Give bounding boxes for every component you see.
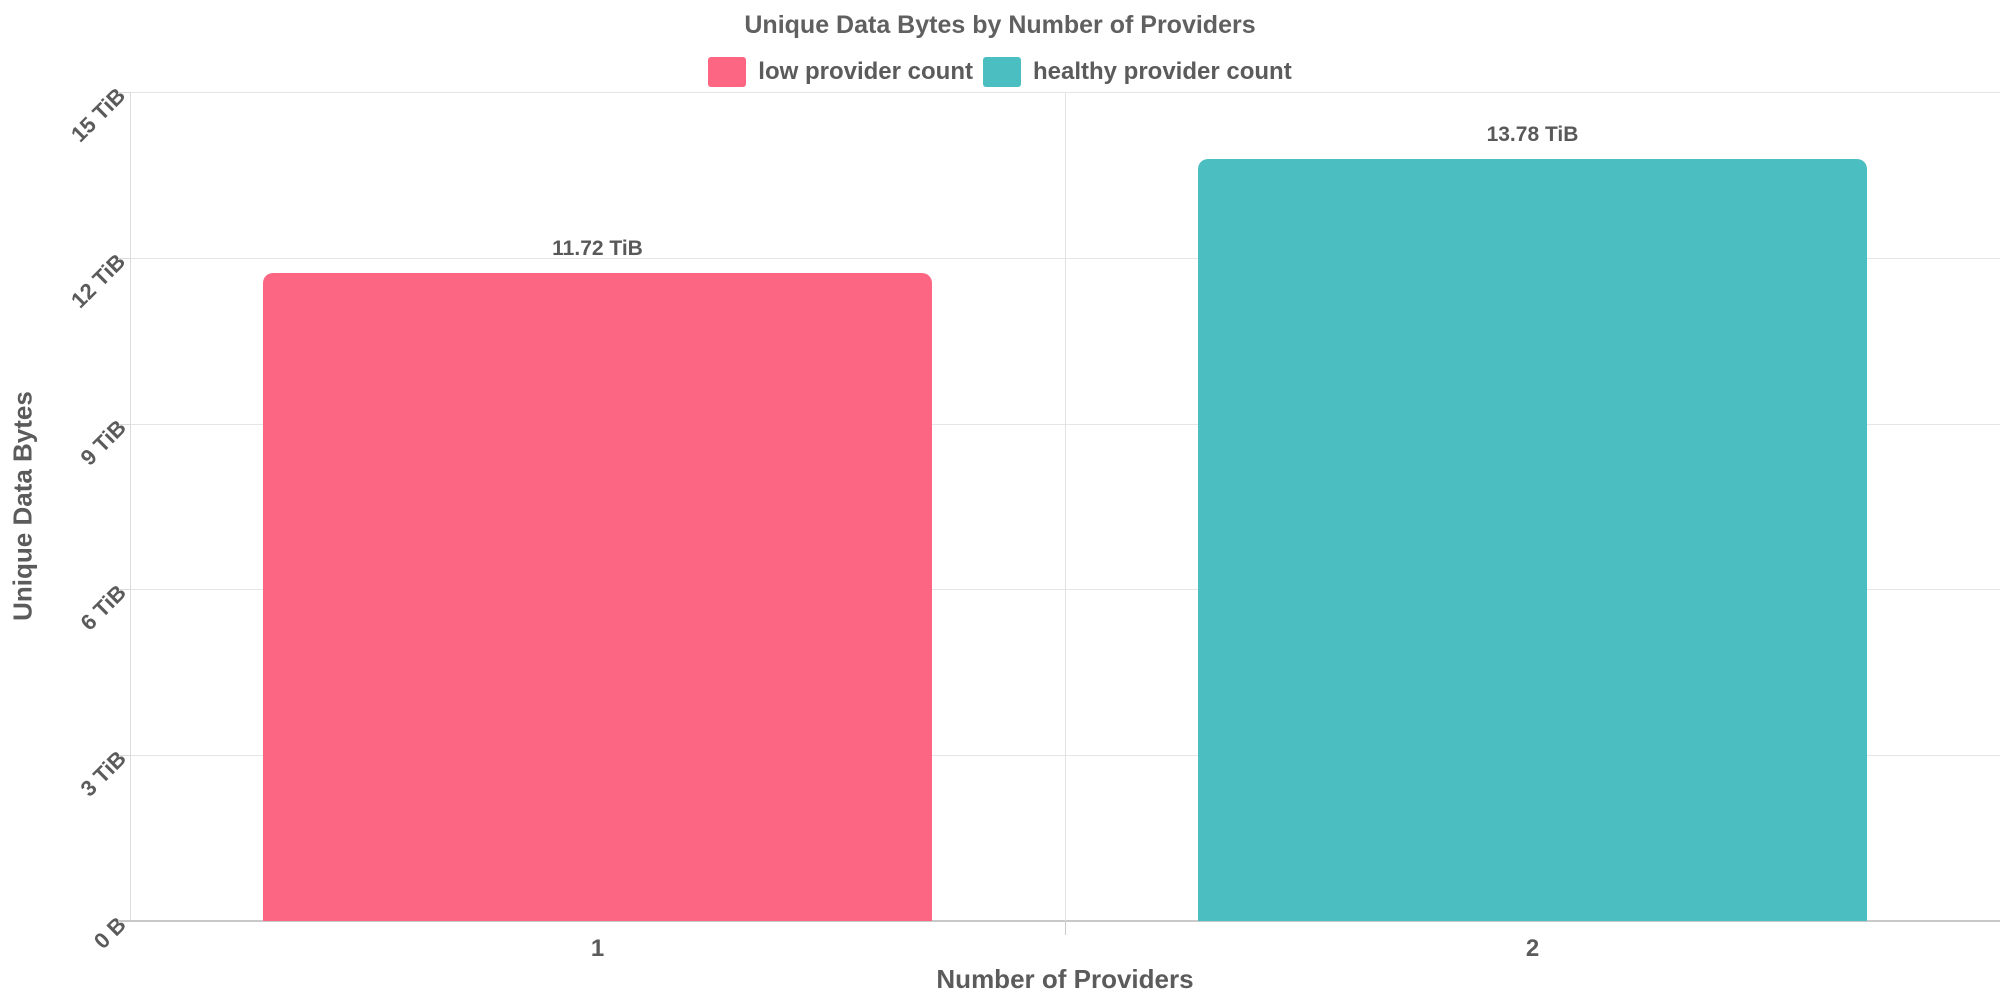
y-tick-mark	[118, 92, 130, 93]
y-tick-mark	[118, 589, 130, 591]
x-tick-mark	[1065, 921, 1066, 935]
bar-value-label: 11.72 TiB	[552, 237, 643, 261]
y-tick-label: 6 TiB	[75, 580, 131, 636]
y-tick-label: 0 B	[88, 911, 131, 954]
y-tick-mark	[118, 755, 130, 757]
legend-item-healthy-provider-count[interactable]: healthy provider count	[982, 57, 1292, 87]
y-tick-mark	[118, 257, 130, 259]
y-tick-label: 9 TiB	[75, 414, 131, 470]
x-tick-label: 1	[590, 935, 605, 962]
y-tick-mark	[118, 423, 130, 425]
category-divider	[1065, 92, 1066, 921]
y-axis-line	[130, 92, 131, 921]
bar-low-provider-count[interactable]	[263, 273, 932, 921]
plot-area: 0 B 3 TiB 6 TiB 9 TiB 12 TiB 15 TiB 11.72 TiB 1…	[66, 83, 2000, 962]
y-tick-label: 15 TiB	[66, 82, 131, 147]
x-axis-title: Number of Providers	[936, 964, 1194, 994]
legend-swatch-healthy-provider-count	[982, 57, 1021, 87]
legend-label: healthy provider count	[1032, 58, 1292, 85]
legend: low provider count healthy provider count	[0, 54, 2000, 90]
y-tick-label: 3 TiB	[75, 745, 131, 802]
legend-label: low provider count	[758, 58, 973, 85]
x-tick-label: 2	[1525, 935, 1540, 962]
y-axis-title: Unique Data Bytes	[7, 391, 38, 621]
legend-swatch-low-provider-count	[708, 57, 747, 87]
bar-healthy-provider-count[interactable]	[1198, 159, 1867, 921]
legend-item-low-provider-count[interactable]: low provider count	[708, 57, 973, 87]
chart-title: Unique Data Bytes by Number of Providers	[744, 11, 1256, 39]
y-tick-label: 12 TiB	[66, 248, 131, 313]
x-axis-line	[118, 920, 2000, 922]
bar-value-label: 13.78 TiB	[1486, 123, 1579, 147]
